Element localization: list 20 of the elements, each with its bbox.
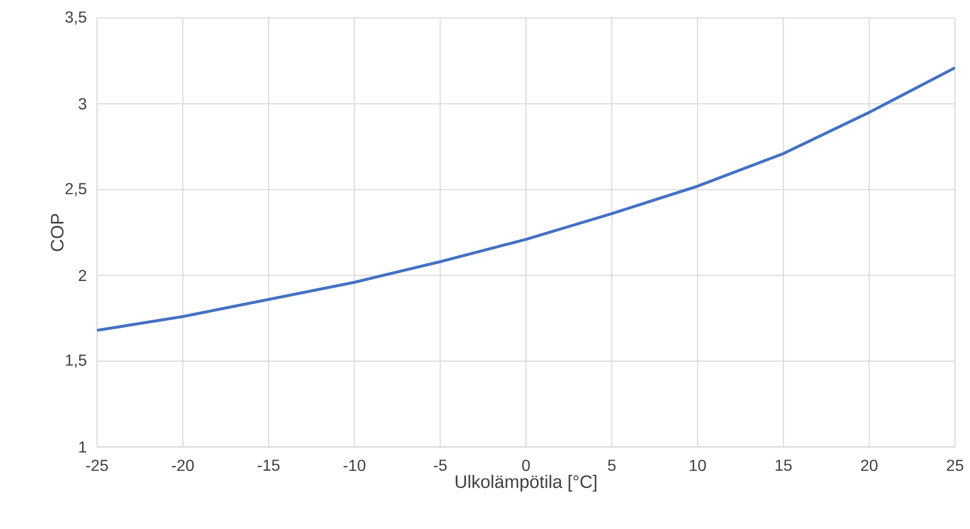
- x-tick-label: 15: [776, 460, 792, 471]
- y-tick-label: 2: [78, 270, 86, 281]
- y-tick-label: 3: [78, 98, 86, 110]
- y-tick-label: 1,5: [66, 354, 86, 368]
- line-series: [97, 66, 956, 332]
- y-tick-label: 3,5: [65, 11, 86, 25]
- x-tick-label: 20: [861, 460, 878, 472]
- x-axis-title: Ulkolämpötila [°C]: [456, 474, 596, 492]
- x-tick-label: -25: [86, 460, 108, 472]
- x-tick-label: -20: [172, 460, 194, 472]
- x-tick-label: 25: [946, 460, 964, 472]
- y-axis-title: COP: [50, 214, 64, 252]
- x-tick-label: 10: [690, 460, 706, 472]
- x-tick-label: -5: [434, 460, 447, 471]
- x-tick-label: 0: [522, 460, 530, 472]
- y-tick-label: 1: [79, 442, 86, 453]
- x-tick-label: 5: [608, 460, 616, 471]
- x-tick-label: -10: [344, 460, 366, 472]
- y-tick-label: 2,5: [66, 183, 86, 196]
- x-tick-label: -15: [258, 460, 280, 471]
